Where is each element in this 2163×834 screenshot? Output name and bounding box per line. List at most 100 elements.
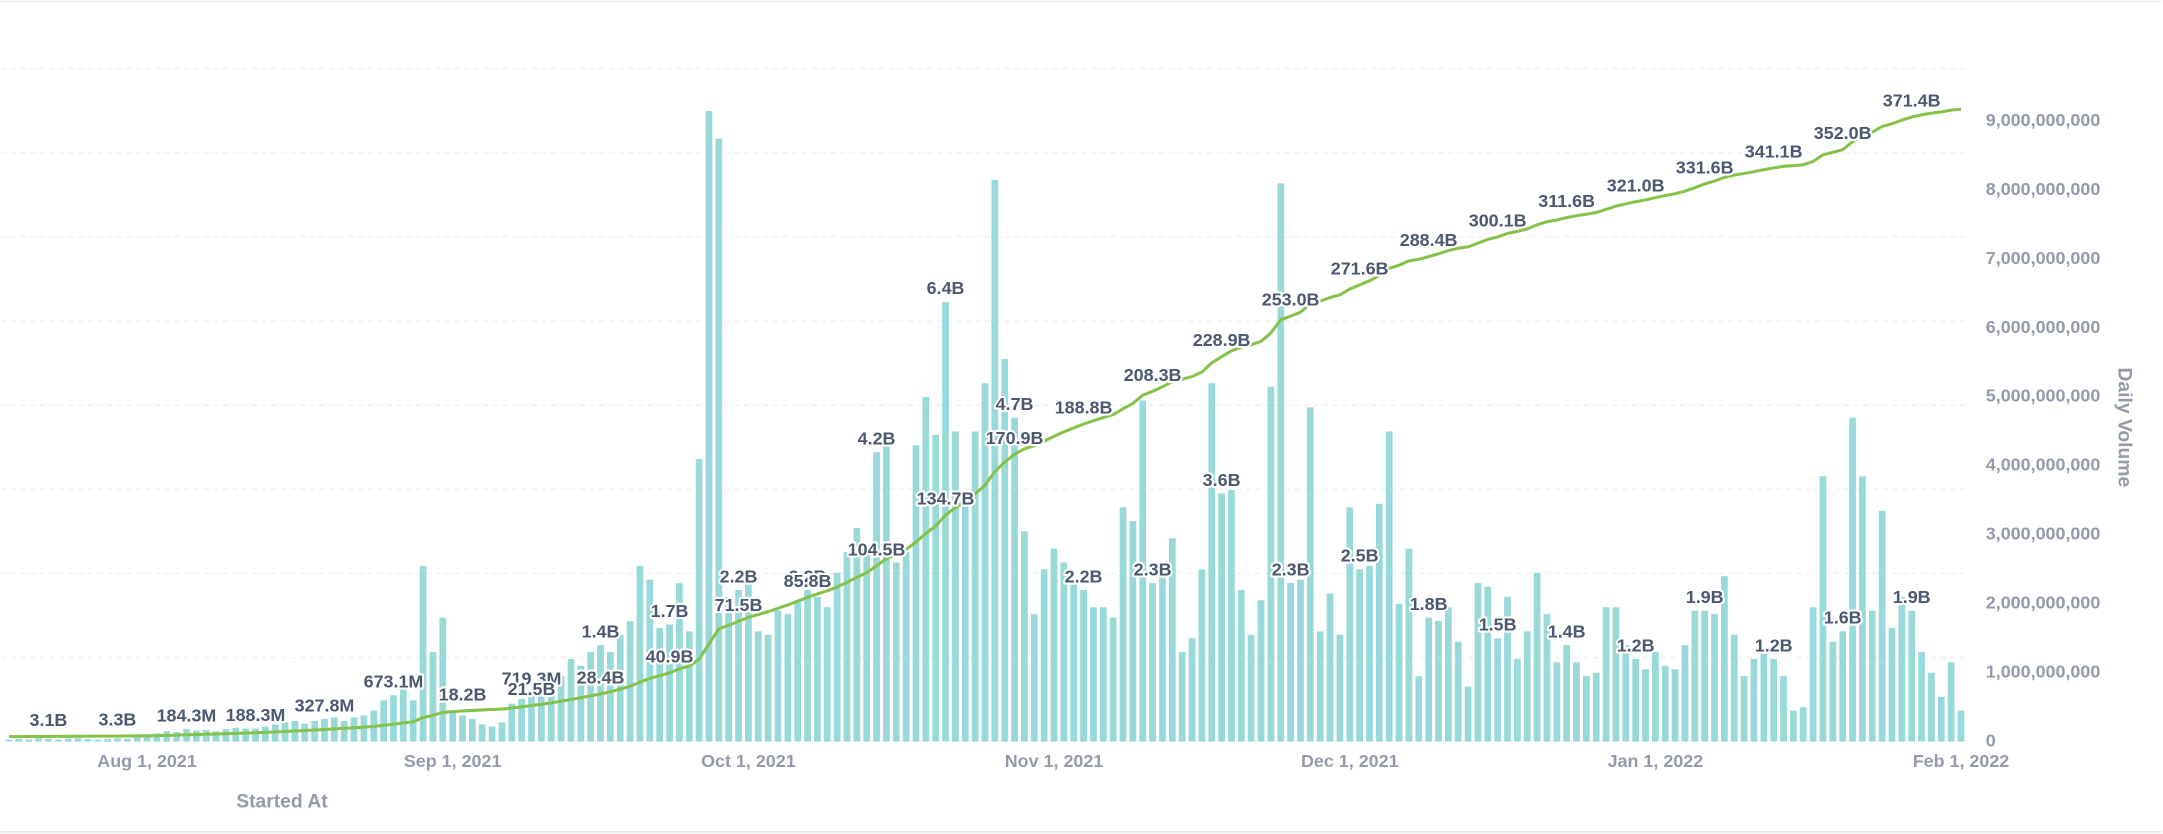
data-label: 331.6B	[1676, 158, 1734, 178]
bar	[1356, 569, 1363, 742]
bar	[1208, 383, 1216, 742]
bar	[1030, 614, 1038, 742]
bar	[1346, 507, 1354, 742]
x-tick-label: Feb 1, 2022	[1913, 751, 2010, 771]
bar	[725, 596, 733, 742]
bar	[1425, 617, 1432, 742]
data-label: 40.9B	[646, 646, 694, 666]
bar	[104, 738, 111, 742]
bar	[1247, 634, 1255, 742]
data-label: 1.5B	[1479, 615, 1517, 635]
bar	[991, 179, 999, 742]
bar	[15, 738, 23, 742]
bar	[1612, 607, 1620, 742]
bar	[1129, 521, 1137, 742]
bar	[1444, 607, 1452, 742]
bar	[212, 731, 220, 742]
labels: 0 1,000,000,000 2,000,000,000 3,000,000,000…	[27, 89, 2101, 772]
data-label: 3.3B	[99, 710, 137, 730]
data-label: 2.3B	[1134, 559, 1172, 579]
bar	[538, 687, 545, 742]
bar	[1898, 596, 1906, 742]
bar	[1602, 607, 1610, 742]
bar	[1257, 600, 1265, 742]
bar	[971, 431, 979, 742]
bar	[1218, 493, 1225, 742]
bar	[794, 600, 802, 742]
bar	[1750, 658, 1758, 742]
bar	[1809, 607, 1817, 742]
bar	[1178, 652, 1186, 742]
bar	[981, 383, 989, 742]
bar	[1859, 476, 1866, 742]
data-label: 1.9B	[1686, 587, 1724, 607]
y-tick-label: 3,000,000,000	[1986, 524, 2101, 544]
bar	[1080, 590, 1087, 742]
bar	[1661, 665, 1669, 742]
data-label: 1.6B	[1824, 608, 1862, 628]
bar	[1435, 621, 1442, 742]
data-label: 228.9B	[1193, 330, 1251, 350]
bar	[932, 434, 940, 742]
bar	[1918, 652, 1925, 742]
bar	[439, 617, 447, 742]
bar	[1671, 669, 1679, 742]
bar	[1385, 431, 1393, 742]
data-label: 719.3M	[502, 668, 562, 688]
bar	[518, 698, 526, 742]
bar	[764, 634, 772, 742]
bar	[1168, 538, 1176, 742]
bar	[1484, 586, 1492, 742]
y-tick-label: 9,000,000,000	[1986, 110, 2101, 130]
bar	[1937, 696, 1945, 742]
bar	[754, 631, 762, 742]
bar	[715, 138, 723, 742]
bar	[429, 652, 437, 742]
data-label: 327.8M	[295, 695, 355, 715]
bar	[1878, 510, 1886, 742]
data-label: 104.5B	[848, 539, 906, 559]
bar	[1198, 569, 1206, 742]
bar	[1721, 576, 1728, 742]
bar	[45, 738, 52, 742]
bar	[1405, 548, 1413, 742]
bar	[1780, 676, 1787, 742]
bar	[469, 718, 476, 742]
bar	[735, 590, 742, 742]
bar	[478, 724, 486, 742]
bar	[340, 720, 348, 742]
x-axis-title: Started At	[236, 791, 328, 812]
data-label: 1.7B	[651, 601, 689, 621]
bar	[1415, 676, 1423, 742]
bar	[636, 565, 644, 742]
bar	[814, 596, 821, 742]
data-label: 2.5B	[1341, 546, 1379, 566]
data-label: 673.1M	[364, 672, 424, 692]
y-tick-label: 7,000,000,000	[1986, 248, 2101, 268]
bar	[1316, 631, 1324, 742]
bar	[1277, 183, 1285, 742]
data-label: 28.4B	[577, 667, 625, 687]
bar	[1001, 359, 1009, 742]
x-tick-label: Sep 1, 2021	[404, 751, 502, 771]
bar	[1267, 386, 1275, 742]
bars	[5, 110, 1965, 742]
data-label: 2.2B	[1065, 566, 1103, 586]
bar	[676, 583, 683, 742]
bar	[1681, 645, 1689, 742]
bar	[84, 738, 92, 742]
bar	[123, 738, 131, 742]
bar	[222, 729, 230, 742]
x-tick-label: Jan 1, 2022	[1608, 751, 1704, 771]
bar	[1109, 617, 1117, 742]
bar	[1514, 658, 1521, 742]
x-tick-label: Oct 1, 2021	[701, 751, 796, 771]
data-label: 4.2B	[858, 428, 896, 448]
data-label: 1.2B	[1755, 635, 1793, 655]
data-label: 184.3M	[157, 705, 217, 725]
bar	[1592, 672, 1600, 742]
bar	[1868, 610, 1876, 742]
bar	[1691, 610, 1699, 742]
bar	[74, 738, 82, 742]
